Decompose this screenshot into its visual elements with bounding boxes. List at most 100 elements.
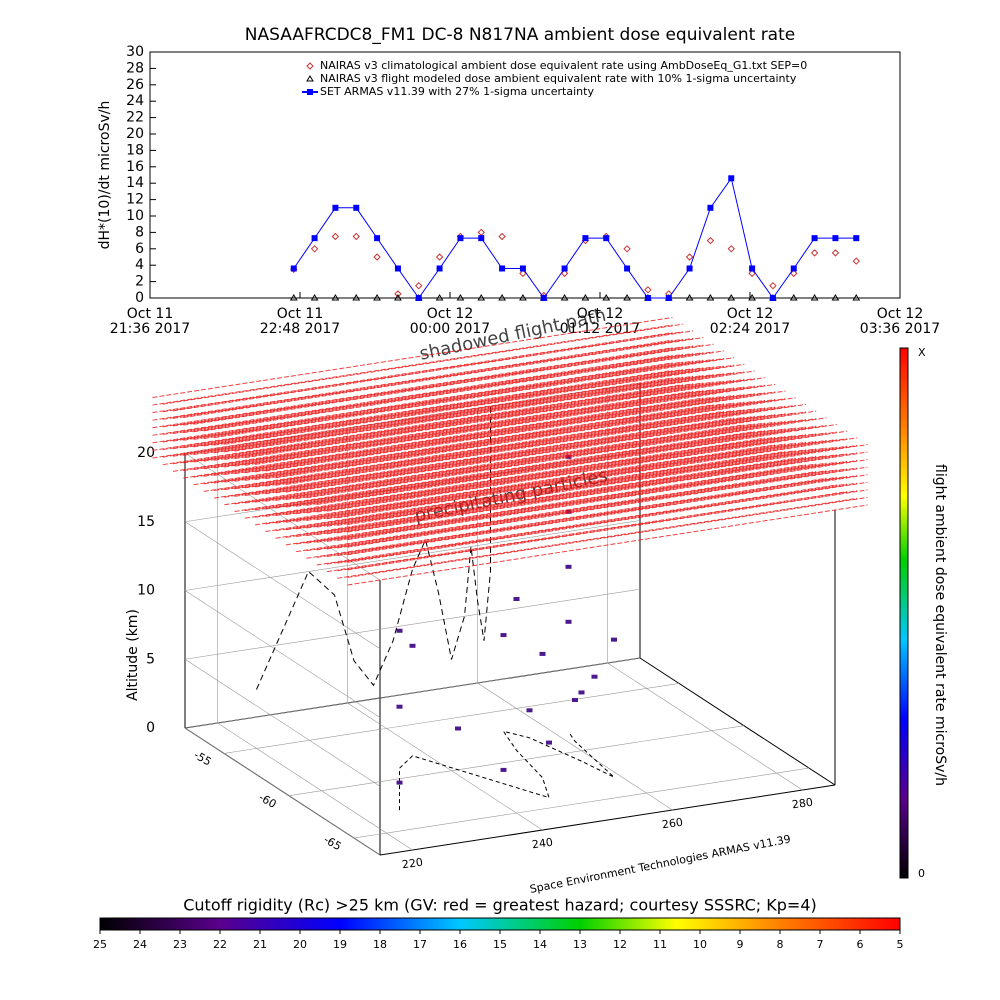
data-point [852,257,860,265]
particle-layer [255,421,776,503]
particle-layer [224,363,745,445]
x-tick-label: 220 [401,856,424,872]
data-point [394,265,401,272]
particle-layer [183,359,704,441]
x-tick-label: 260 [661,816,684,832]
particle-layer [275,412,796,494]
particle-layer [234,408,755,490]
particle-layer [316,446,837,528]
data-point [560,269,569,278]
particle-layer [306,439,827,521]
z-tick-label: 15 [137,514,155,530]
colorbar-tick-label: X [918,346,926,359]
particle-layer [285,441,806,523]
particle-layer [275,450,796,532]
particle-layer [183,352,704,434]
particle-layer [265,428,786,510]
grid-line [184,727,381,856]
particle-layer [244,384,765,466]
data-point [727,294,736,301]
particle-layer [296,440,817,522]
particle-layer [162,338,683,420]
data-point [685,294,694,301]
particle-layer [296,410,817,492]
data-point [769,281,777,290]
particle-layer [347,444,868,525]
particle-layer [347,466,868,548]
particle-layer [244,430,765,512]
y-tick-label: -65 [321,833,343,853]
particle-layer [296,455,817,537]
data-point [331,232,340,241]
colorbar-tick-label: 21 [253,938,267,951]
particle-layer [285,456,806,538]
particle-layer [244,414,765,496]
data-point [748,294,756,301]
track-shadow [256,406,491,690]
data-point [310,294,319,301]
data-point [581,294,590,301]
colorbar-tick-label: 5 [897,938,904,951]
colorbar-tick-label: 19 [333,938,347,951]
x-tick-label: Oct 12 [877,306,923,322]
data-point [749,265,756,272]
grid-line [184,588,641,660]
particle-layer [244,392,765,474]
particle-layer [203,388,724,470]
particle-layer [306,470,827,552]
particle-layer [265,420,786,502]
particle-layer [316,484,837,566]
data-point [457,235,464,242]
x-tick-label: Oct 12 [427,306,473,322]
particle-layer [326,453,848,535]
data-point [707,204,714,211]
particle-layer [203,410,724,492]
annotation: Space Environment Technologies ARMAS v11… [529,832,792,895]
track-point [396,628,403,633]
particle-layer [193,351,714,433]
colorbar-tick-label: 9 [737,938,744,951]
particle-layer [306,417,827,499]
particle-layer [183,367,704,449]
particle-layer [306,447,827,529]
y-tick-label: 14 [126,175,144,191]
data-point [352,294,361,301]
y-tick-label: 0 [135,290,144,306]
particle-layer [296,418,817,500]
track-point [526,708,533,713]
track-point [572,698,578,703]
data-point [790,265,797,272]
particle-layer [203,380,724,462]
data-point [519,265,526,272]
particle-layer [285,411,806,493]
colorbar-tick-label: 14 [533,938,547,951]
colorbar-tick-label: 18 [373,938,387,951]
particle-layer [316,476,837,558]
particle-layer [152,324,673,406]
x-tick-label: Oct 12 [577,306,623,322]
data-point [706,236,715,245]
particle-layer [234,393,755,475]
y-tick-label: 2 [135,274,144,290]
box-edge [639,657,836,786]
particle-layer [306,432,827,514]
particle-layer [347,496,868,578]
data-point [499,265,506,272]
data-point [811,235,818,242]
grid-line [217,722,413,851]
grid-line [184,657,641,729]
data-point [435,294,444,301]
particle-layer [337,482,858,564]
particle-layer [255,444,776,526]
y-tick-label: 6 [135,241,144,257]
particle-layer [224,416,745,498]
data-point [810,294,819,301]
particle-layer [214,417,735,499]
particle-layer [172,390,694,472]
data-point [519,269,527,278]
particle-layer [234,415,755,497]
data-point [644,295,651,301]
grid-line [353,767,810,839]
particle-layer [172,375,694,457]
data-point [477,294,486,301]
